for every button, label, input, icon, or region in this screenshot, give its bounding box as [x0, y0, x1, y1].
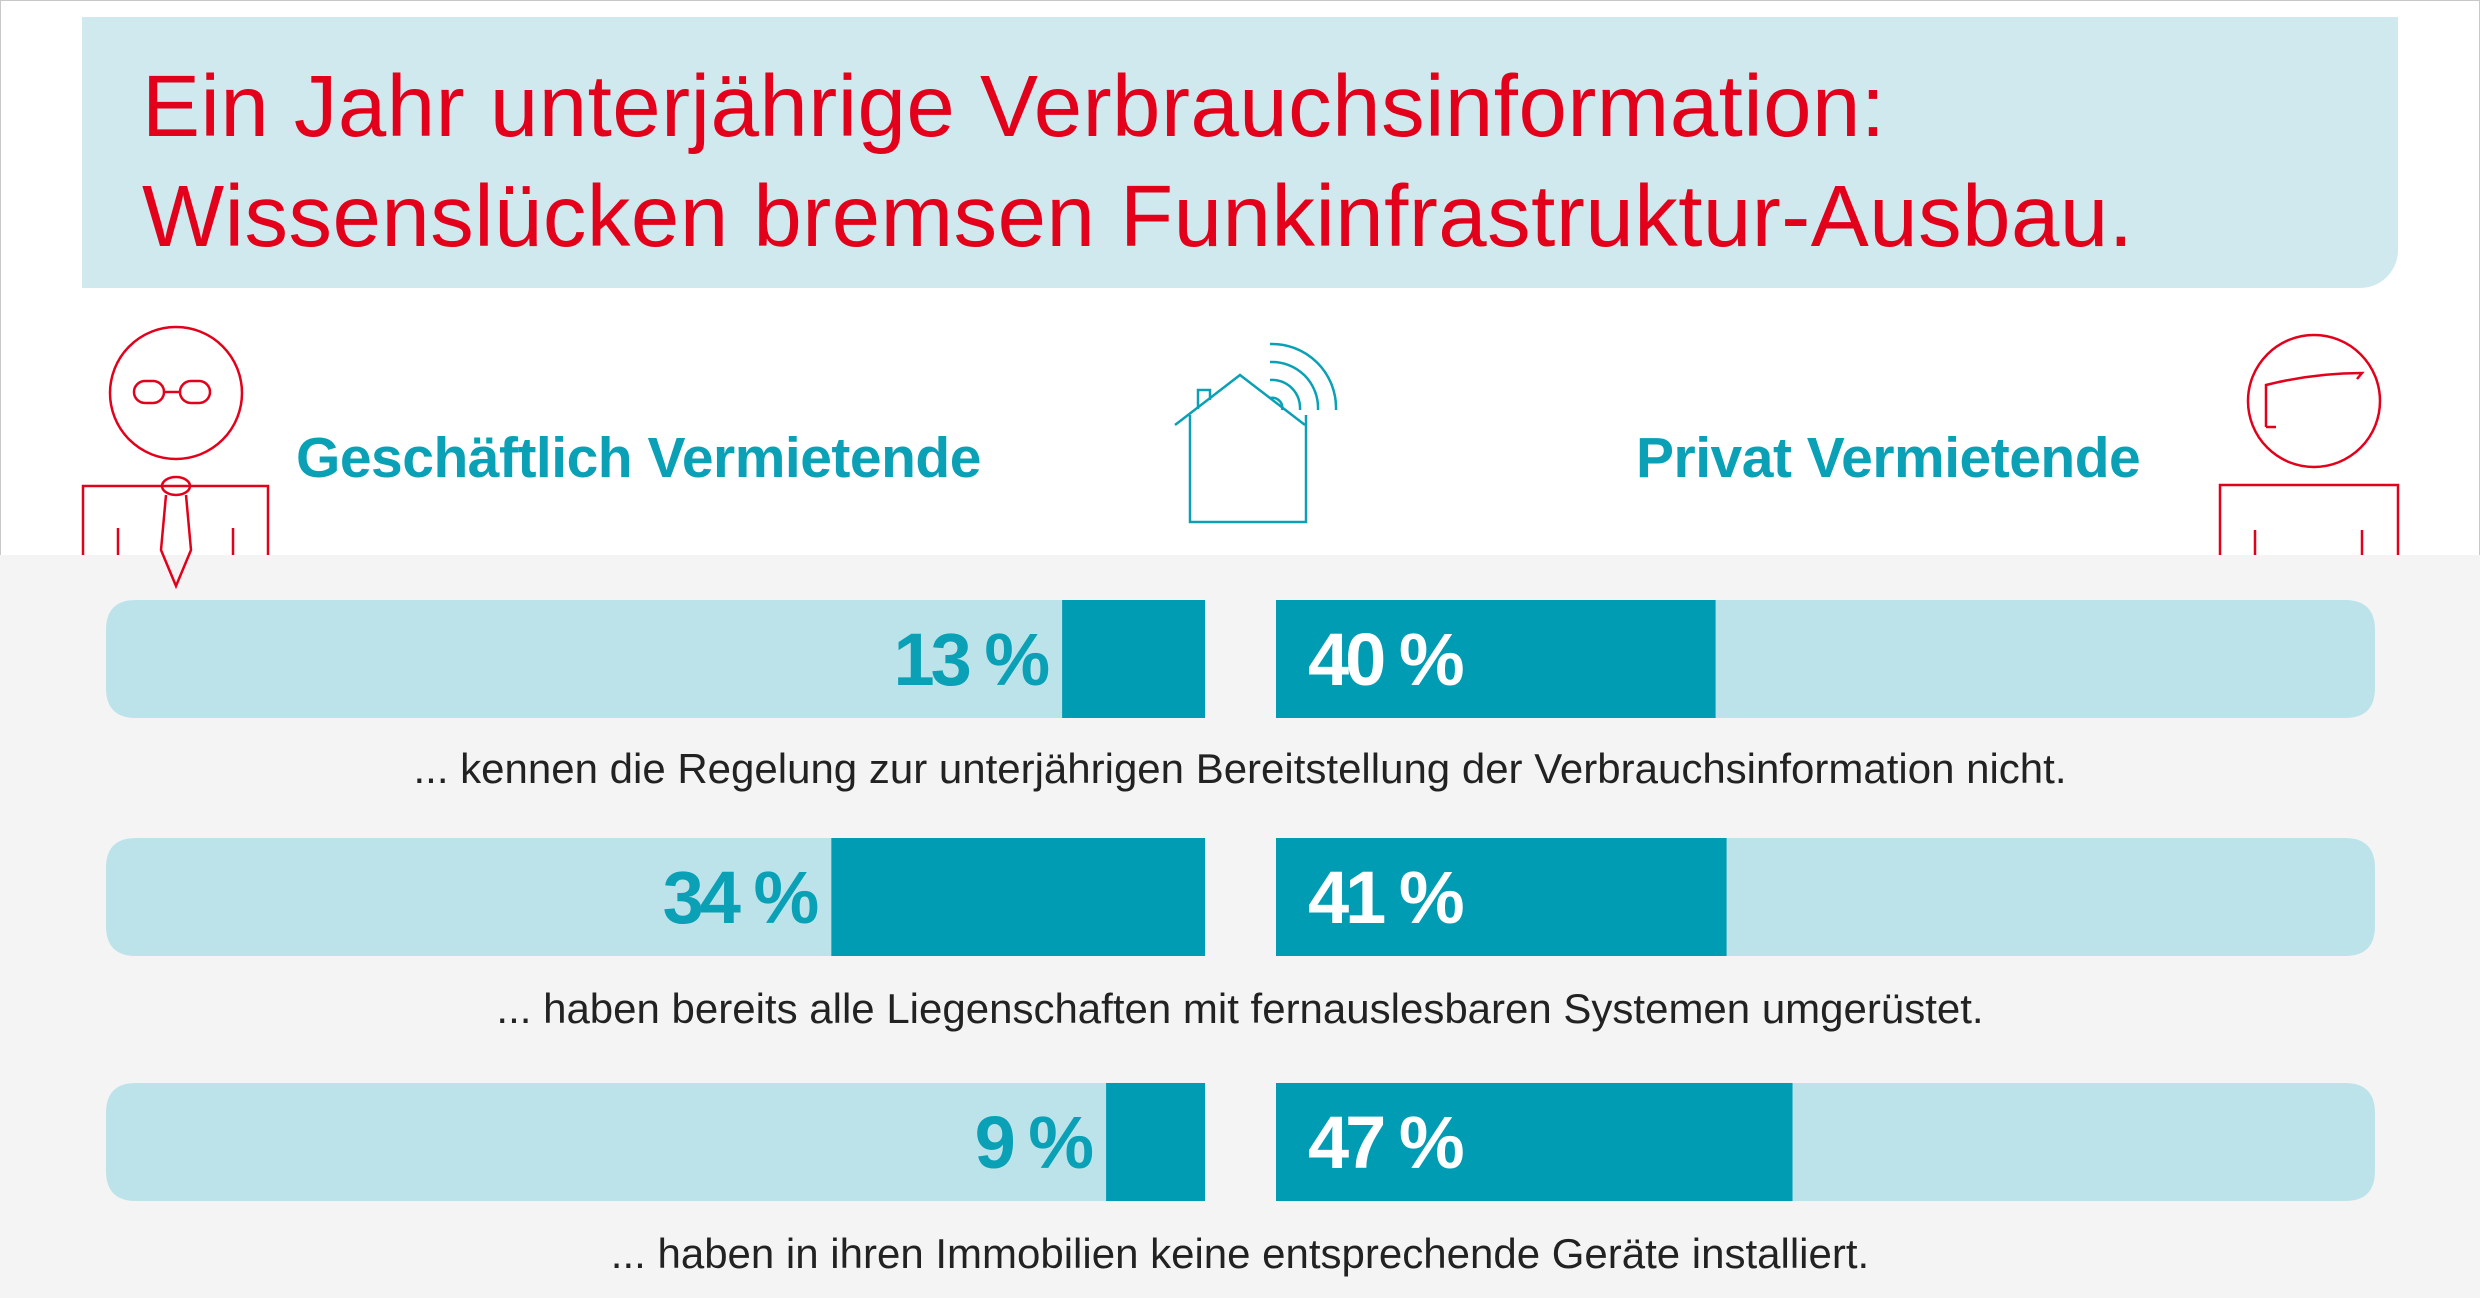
title-line-1: Ein Jahr unterjährige Verbrauchsinformat… — [142, 58, 1886, 155]
category-caption-3: ... haben in ihren Immobilien keine ents… — [610, 1230, 1870, 1277]
smart-house-with-wireless-signal-icon — [1174, 342, 1338, 524]
chart-background-band — [0, 555, 2480, 1298]
category-caption-1: ... kennen die Regelung zur unterjährige… — [413, 745, 2067, 792]
title-banner: Ein Jahr unterjährige Verbrauchsinformat… — [82, 17, 2398, 288]
private-person-icon — [2218, 333, 2400, 555]
title-line-2: Wissenslücken bremsen Funkinfrastruktur-… — [142, 168, 2134, 265]
category-caption-2: ... haben bereits alle Liegenschaften mi… — [496, 985, 1984, 1032]
series-label-privat: Privat Vermietende — [1636, 426, 2141, 490]
series-label-geschaeftlich: Geschäftlich Vermietende — [296, 426, 981, 490]
businessman-with-glasses-and-tie-icon — [81, 325, 270, 590]
